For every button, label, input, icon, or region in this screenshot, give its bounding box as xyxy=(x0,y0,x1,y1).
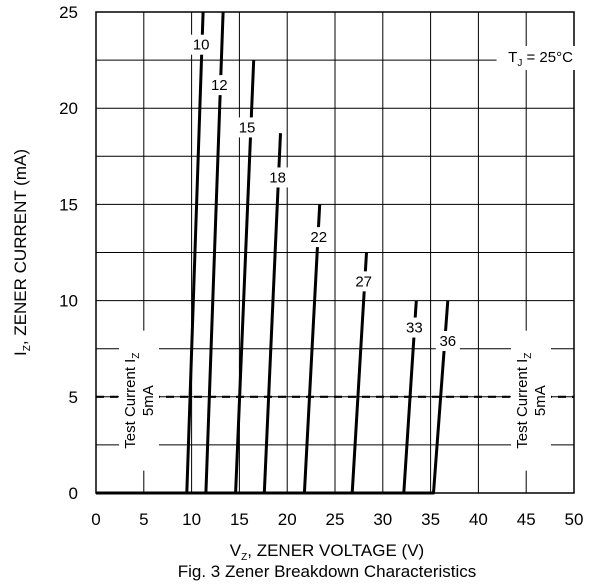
curve-label-36: 36 xyxy=(439,333,456,350)
curve-labels: 10 12 15 18 22 27 33 36 xyxy=(189,34,460,352)
curve-label-27: 27 xyxy=(355,273,372,290)
test-current-left-line2: 5mA xyxy=(140,385,157,416)
y-axis-title: IZ, ZENER CURRENT (mA) xyxy=(11,149,33,356)
curve-label-15: 15 xyxy=(239,119,256,136)
test-current-right-line1: Test Current IZ xyxy=(514,353,534,449)
temperature-annotation: TJ = 25°C xyxy=(508,49,573,69)
y-tick-label: 0 xyxy=(69,484,78,503)
test-current-right-line2: 5mA xyxy=(532,385,549,416)
temperature-annotation-bg xyxy=(496,46,585,71)
curve-label-bg xyxy=(306,227,331,248)
x-tick-label: 15 xyxy=(230,510,249,529)
curve-label-bg xyxy=(402,317,427,338)
curve-label-12: 12 xyxy=(211,77,228,94)
test-current-right-label: Test Current IZ 5mA xyxy=(514,353,549,449)
curve-label-bg xyxy=(435,331,460,352)
y-tick-labels: 0 5 10 15 20 25 xyxy=(59,3,78,503)
y-tick-label: 15 xyxy=(59,195,78,214)
x-tick-label: 5 xyxy=(139,510,148,529)
chart-title: Fig. 3 Zener Breakdown Characteristics xyxy=(178,562,477,581)
curve-label-bg xyxy=(351,271,376,292)
curve-label-33: 33 xyxy=(406,320,423,337)
test-current-left-line1: Test Current IZ xyxy=(122,353,142,449)
test-current-right-bg xyxy=(510,330,551,471)
x-tick-label: 20 xyxy=(278,510,297,529)
test-current-left-bg xyxy=(119,330,160,471)
curve-label-10: 10 xyxy=(193,37,210,54)
x-tick-label: 40 xyxy=(469,510,488,529)
x-tick-label: 10 xyxy=(182,510,201,529)
y-tick-label: 25 xyxy=(59,3,78,22)
x-tick-label: 0 xyxy=(91,510,100,529)
x-tick-label: 30 xyxy=(373,510,392,529)
curve-label-bg xyxy=(189,34,214,55)
plot-frame xyxy=(95,11,575,494)
curve-label-18: 18 xyxy=(269,169,286,186)
x-tick-labels: 0 5 10 15 20 25 30 35 40 45 50 xyxy=(91,510,583,529)
x-tick-label: 35 xyxy=(421,510,440,529)
curve-label-22: 22 xyxy=(310,229,327,246)
y-tick-label: 20 xyxy=(59,99,78,118)
y-tick-label: 10 xyxy=(59,292,78,311)
curve-label-bg xyxy=(207,75,232,96)
curve-label-bg xyxy=(265,167,290,188)
grid xyxy=(95,11,575,494)
y-tick-label: 5 xyxy=(69,388,78,407)
x-tick-label: 25 xyxy=(326,510,345,529)
x-axis-title: VZ, ZENER VOLTAGE (V) xyxy=(230,541,424,563)
curve-label-bg xyxy=(235,117,260,138)
x-tick-label: 45 xyxy=(517,510,536,529)
x-tick-label: 50 xyxy=(565,510,584,529)
test-current-left-label: Test Current IZ 5mA xyxy=(122,353,157,449)
